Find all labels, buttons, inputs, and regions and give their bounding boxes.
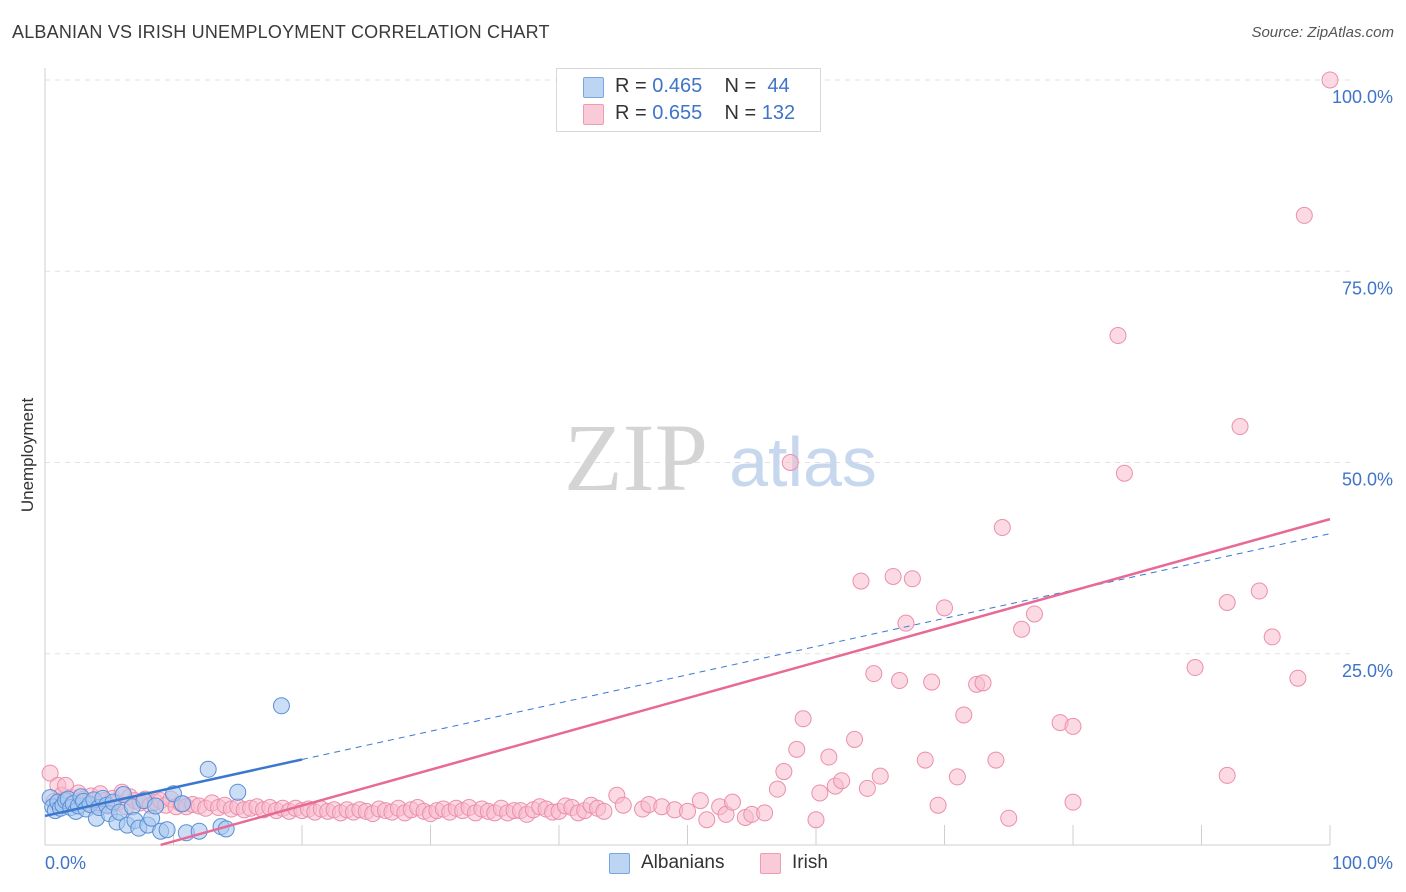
irish-point — [987, 751, 1005, 769]
irish-point — [820, 748, 838, 766]
irish-point — [1013, 620, 1031, 638]
irish-point — [691, 792, 709, 810]
watermark-zip: ZIP — [564, 404, 708, 511]
irish-point — [781, 454, 799, 471]
irish-point — [936, 599, 953, 617]
irish-point — [788, 740, 806, 758]
irish-point — [1250, 582, 1268, 600]
irish-point — [775, 763, 793, 781]
irish-point — [1109, 327, 1127, 345]
irish-point — [1321, 71, 1339, 89]
bottom-legend-label: Irish — [792, 852, 828, 873]
irish-point — [1231, 418, 1249, 436]
y-axis-label: Unemployment — [18, 397, 37, 513]
irish-point — [993, 519, 1011, 537]
irish-point — [955, 706, 973, 724]
n-label: N = — [724, 102, 762, 124]
albanians-swatch — [609, 853, 630, 874]
x-tick-label: 100.0% — [1332, 853, 1393, 873]
n-value: 132 — [761, 102, 796, 124]
irish-swatch — [760, 853, 781, 874]
irish-point — [768, 780, 786, 798]
irish-point — [679, 802, 696, 820]
irish-point — [846, 730, 864, 748]
y-tick-label: 100.0% — [1332, 87, 1393, 107]
irish-points — [41, 71, 1339, 829]
irish-point — [723, 793, 741, 811]
albanians-point — [158, 821, 176, 839]
irish-point — [614, 796, 632, 814]
irish-point — [865, 665, 883, 683]
bottom-legend-label: Albanians — [641, 852, 725, 873]
irish-point — [891, 672, 909, 690]
irish-point — [41, 764, 59, 782]
r-value: 0.655 — [652, 102, 703, 124]
irish-point — [595, 802, 613, 820]
chart-title: ALBANIAN VS IRISH UNEMPLOYMENT CORRELATI… — [12, 22, 550, 42]
source-label: Source: ZipAtlas.com — [1251, 24, 1394, 41]
irish-point — [1064, 793, 1082, 811]
r-value: 0.465 — [652, 75, 703, 97]
irish-point — [807, 811, 825, 829]
irish-point — [897, 614, 915, 632]
watermark: ZIP atlas — [564, 404, 877, 511]
irish-point — [1186, 659, 1204, 677]
tick-labels: 25.0% 50.0% 75.0% 100.0% 0.0% 100.0% — [45, 87, 1393, 873]
legend-text-albanians: R = 0.465 N = 44 — [615, 75, 790, 98]
albanians-point — [272, 697, 290, 715]
irish-point — [1295, 206, 1313, 224]
albanians-trend-line-extension — [301, 533, 1331, 760]
irish-point — [756, 804, 774, 822]
irish-point — [903, 570, 921, 588]
albanians-point — [147, 797, 165, 815]
irish-point — [974, 674, 992, 692]
irish-point — [1218, 593, 1236, 611]
albanians-point — [229, 783, 247, 801]
irish-point — [852, 572, 870, 590]
n-value: 44 — [767, 75, 790, 97]
x-tick-label: 0.0% — [45, 853, 86, 873]
irish-point — [811, 784, 829, 802]
irish-point — [948, 768, 966, 786]
r-label: R = — [615, 102, 653, 124]
legend-text-irish: R = 0.655 N = 132 — [615, 102, 795, 125]
r-label: R = — [615, 75, 653, 97]
albanians-trend-line — [44, 758, 303, 818]
albanians-point — [173, 795, 191, 813]
irish-point — [1289, 669, 1307, 687]
irish-point — [1025, 605, 1043, 623]
n-label: N = — [724, 75, 762, 97]
y-tick-label: 75.0% — [1342, 278, 1393, 298]
irish-point — [871, 767, 889, 785]
irish-point — [1263, 628, 1281, 646]
irish-point — [916, 751, 934, 769]
irish-point — [858, 779, 876, 797]
irish-point — [698, 811, 716, 829]
irish-point — [1000, 809, 1018, 827]
trend-lines — [44, 517, 1331, 847]
y-tick-label: 50.0% — [1342, 470, 1393, 490]
irish-swatch — [583, 104, 604, 125]
irish-point — [794, 710, 812, 728]
irish-point — [923, 673, 941, 691]
irish-point — [1218, 766, 1236, 784]
albanians-swatch — [583, 77, 604, 98]
watermark-atlas: atlas — [729, 423, 877, 501]
irish-point — [884, 567, 902, 585]
irish-point — [833, 772, 851, 790]
irish-point — [1064, 717, 1082, 735]
albanians-point — [199, 760, 217, 778]
y-tick-label: 25.0% — [1342, 661, 1393, 681]
irish-point — [929, 796, 947, 814]
irish-trend-line — [160, 517, 1331, 847]
correlation-legend: R = 0.465 N = 44 R = 0.655 N = 132 — [556, 68, 821, 132]
irish-point — [1115, 464, 1133, 482]
